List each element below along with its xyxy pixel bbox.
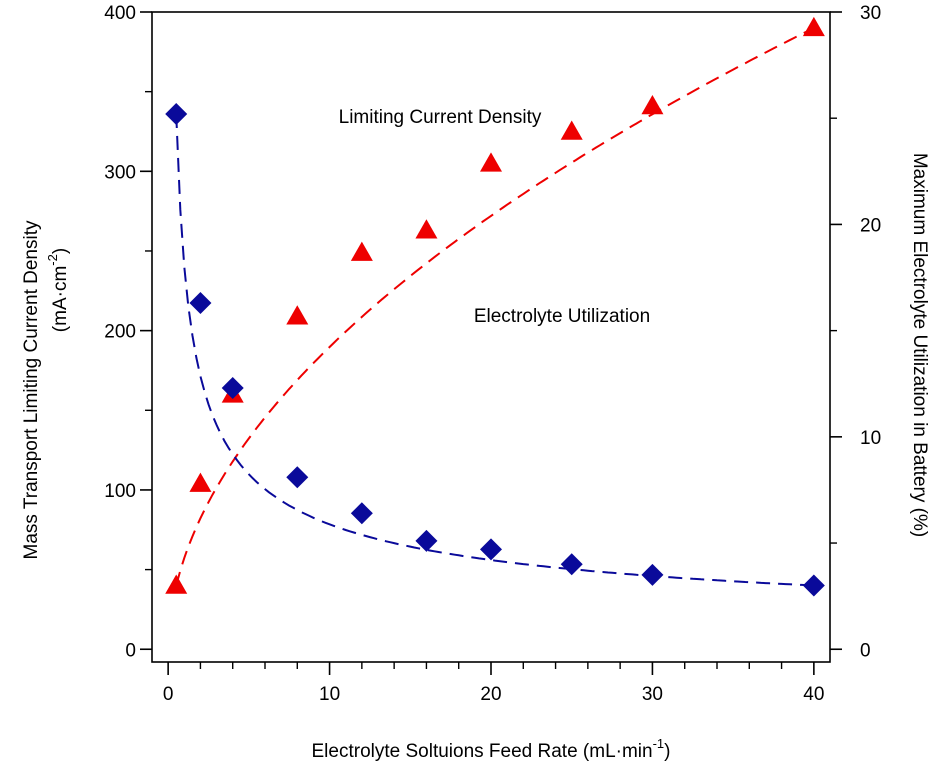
y-left-tick-label: 200 xyxy=(104,322,136,343)
electrolyte-utilization-marker xyxy=(480,538,502,561)
y-left-axis-title-sup: -2 xyxy=(45,254,60,266)
y-left-axis-title-end: ) xyxy=(50,248,71,254)
limiting-current-marker xyxy=(189,472,212,492)
electrolyte-utilization-marker xyxy=(189,292,212,315)
x-tick-label: 30 xyxy=(642,684,663,705)
electrolyte-utilization-marker xyxy=(560,553,583,576)
y-left-axis-title-line2-main: (mA·cm xyxy=(50,266,71,332)
x-axis-title-end: ) xyxy=(664,741,670,762)
y-left-axis-title-line1: Mass Transport Limiting Current Density xyxy=(21,220,42,559)
limiting-current-marker xyxy=(802,16,825,37)
electrolyte-utilization-marker xyxy=(165,102,188,125)
electrolyte-utilization-fit-curve xyxy=(175,113,814,587)
fit-curves xyxy=(175,27,815,587)
electrolyte-utilization-marker xyxy=(415,529,438,552)
limiting-current-fit-curve xyxy=(175,27,815,586)
x-tick-label: 20 xyxy=(480,684,501,705)
y-left-tick-label: 0 xyxy=(125,640,136,661)
data-markers xyxy=(165,16,825,597)
y-right-axis-title: Maximum Electrolyte Utilization in Batte… xyxy=(909,153,930,537)
x-axis-title: Electrolyte Soltuions Feed Rate (mL·min-… xyxy=(312,736,671,762)
limiting-current-marker xyxy=(286,305,309,325)
x-tick-label: 40 xyxy=(803,684,824,705)
electrolyte-utilization-marker xyxy=(641,563,664,586)
electrolyte-utilization-marker xyxy=(350,502,373,525)
limiting-current-marker xyxy=(641,94,664,115)
y-right-tick-label: 0 xyxy=(860,640,871,661)
x-axis-title-sup: -1 xyxy=(653,736,665,751)
limiting-current-annotation: Limiting Current Density xyxy=(339,107,542,128)
electrolyte-utilization-marker xyxy=(286,466,309,489)
x-tick-label: 0 xyxy=(163,684,174,705)
y-left-axis-title-line2: (mA·cm-2) xyxy=(45,248,71,332)
electrolyte-utilization-annotation: Electrolyte Utilization xyxy=(474,306,650,327)
y-right-tick-label: 10 xyxy=(860,428,881,449)
y-left-tick-label: 100 xyxy=(104,481,136,502)
electrolyte-utilization-marker xyxy=(802,574,825,597)
y-left-tick-label: 400 xyxy=(104,3,136,24)
x-axis-title-main: Electrolyte Soltuions Feed Rate (mL·min xyxy=(312,741,653,762)
y-right-tick-label: 20 xyxy=(860,215,881,236)
limiting-current-marker xyxy=(350,241,373,261)
limiting-current-marker xyxy=(415,219,438,239)
x-tick-label: 10 xyxy=(319,684,340,705)
limiting-current-marker xyxy=(165,574,188,594)
y-right-tick-label: 30 xyxy=(860,3,881,24)
limiting-current-marker xyxy=(480,152,502,172)
chart-texts: Limiting Current Density Electrolyte Util… xyxy=(21,107,930,762)
limiting-current-marker xyxy=(560,120,583,140)
electrolyte-utilization-marker xyxy=(221,376,244,399)
y-left-tick-label: 300 xyxy=(104,162,136,183)
